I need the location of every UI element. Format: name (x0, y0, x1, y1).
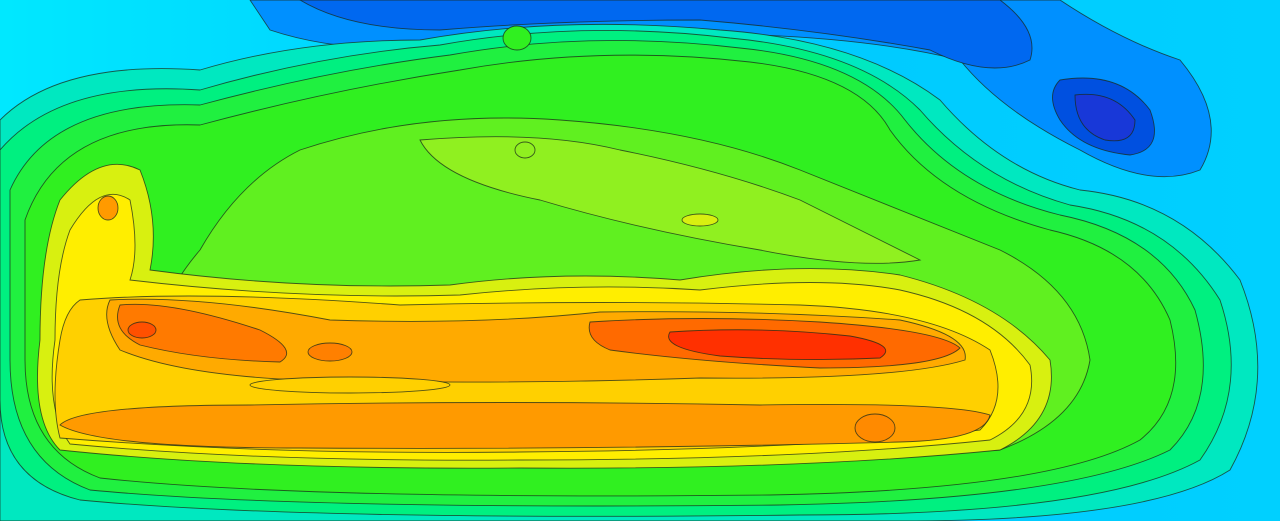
contour-band (502, 25, 532, 51)
contour-band (854, 413, 896, 443)
contour-band (419, 136, 922, 264)
contour-band (127, 321, 157, 339)
contour-band (249, 376, 451, 394)
contour-band (668, 329, 887, 361)
contour-band (117, 303, 288, 363)
contour-band (514, 141, 536, 159)
contour-band (59, 402, 991, 449)
contour-band (1074, 93, 1136, 142)
contour-band (307, 342, 353, 362)
contour-band (97, 195, 119, 221)
contour-band (299, 0, 1033, 69)
contour-band (681, 213, 719, 227)
